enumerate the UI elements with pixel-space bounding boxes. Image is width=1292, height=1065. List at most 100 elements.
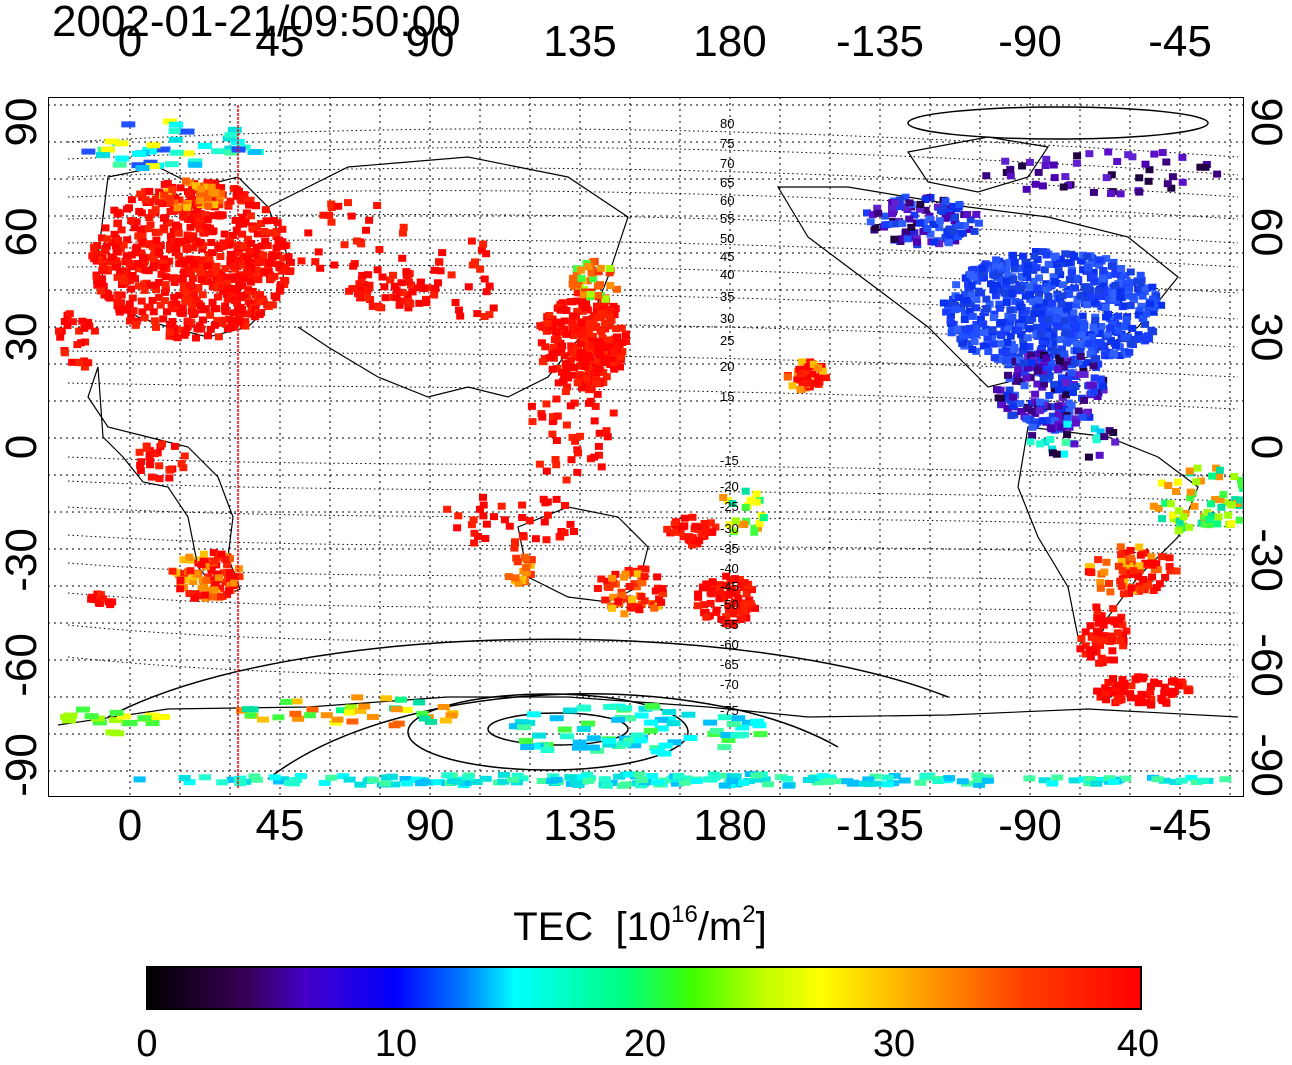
tec-pixel bbox=[1104, 149, 1112, 156]
tec-pixel bbox=[1117, 190, 1125, 197]
tec-pixel bbox=[208, 594, 216, 601]
tec-pixel bbox=[177, 184, 185, 191]
tec-pixel bbox=[1023, 186, 1031, 193]
tec-pixel bbox=[737, 780, 749, 786]
tec-pixel bbox=[552, 456, 560, 463]
tec-pixel bbox=[642, 566, 650, 573]
tec-pixel bbox=[184, 318, 192, 325]
lon-tick-top: 90 bbox=[406, 20, 455, 64]
tec-pixel bbox=[1042, 355, 1050, 362]
tec-pixel bbox=[247, 212, 255, 219]
tec-pixel bbox=[1020, 343, 1028, 350]
tec-pixel bbox=[207, 326, 215, 333]
tec-pixel bbox=[197, 186, 205, 193]
tec-pixel bbox=[1114, 313, 1122, 320]
tec-pixel bbox=[114, 237, 122, 244]
tec-pixel bbox=[1024, 334, 1032, 341]
tec-pixel bbox=[1099, 267, 1107, 274]
tec-pixel bbox=[1052, 253, 1060, 260]
tec-pixel bbox=[1142, 161, 1150, 168]
tec-pixel bbox=[319, 212, 327, 219]
tec-pixel bbox=[448, 271, 456, 278]
tec-pixel bbox=[573, 740, 587, 746]
tec-pixel bbox=[438, 249, 446, 256]
tec-pixel bbox=[659, 743, 673, 749]
tec-pixel bbox=[1097, 585, 1105, 592]
tec-pixel bbox=[1159, 697, 1167, 704]
tec-pixel bbox=[363, 287, 371, 294]
tec-pixel bbox=[115, 140, 129, 146]
tec-pixel bbox=[1009, 276, 1017, 283]
tec-pixel bbox=[139, 255, 147, 262]
tec-pixel bbox=[56, 334, 64, 341]
tec-pixel bbox=[1121, 334, 1129, 341]
tec-pixel bbox=[235, 242, 243, 249]
tec-pixel bbox=[1042, 162, 1050, 169]
tec-pixel bbox=[218, 283, 226, 290]
tec-pixel bbox=[84, 319, 92, 326]
tec-pixel bbox=[196, 239, 204, 246]
tec-pixel bbox=[979, 320, 987, 327]
tec-pixel bbox=[657, 599, 665, 606]
tec-pixel bbox=[1202, 164, 1210, 171]
tec-pixel bbox=[172, 222, 180, 229]
tec-pixel bbox=[1011, 259, 1019, 266]
tec-pixel bbox=[208, 188, 216, 195]
tec-pixel bbox=[549, 366, 557, 373]
tec-pixel bbox=[367, 714, 379, 720]
tec-pixel bbox=[152, 282, 160, 289]
tec-pixel bbox=[256, 291, 264, 298]
tec-pixel bbox=[982, 305, 990, 312]
tec-pixel bbox=[617, 741, 631, 747]
tec-pixel bbox=[1228, 501, 1236, 508]
tec-pixel bbox=[177, 577, 185, 584]
tec-pixel bbox=[1014, 327, 1022, 334]
tec-pixel bbox=[1117, 551, 1125, 558]
tec-pixel bbox=[1030, 253, 1038, 260]
tec-pixel bbox=[374, 266, 382, 273]
mlat-label: 25 bbox=[720, 333, 734, 348]
tec-pixel bbox=[1191, 503, 1199, 510]
tec-pixel bbox=[553, 349, 561, 356]
tec-pixel bbox=[375, 304, 383, 311]
lon-tick-top: -45 bbox=[1148, 20, 1212, 64]
tec-pixel bbox=[87, 596, 95, 603]
tec-pixel bbox=[112, 264, 120, 271]
tec-pixel bbox=[281, 277, 289, 284]
tec-pixel bbox=[553, 437, 561, 444]
tec-pixel bbox=[968, 346, 976, 353]
tec-pixel bbox=[1164, 180, 1172, 187]
tec-pixel bbox=[726, 778, 738, 784]
tec-pixel bbox=[468, 238, 476, 245]
tec-pixel bbox=[1036, 399, 1044, 406]
tec-pixel bbox=[1128, 325, 1136, 332]
tec-pixel bbox=[1085, 454, 1093, 461]
tec-pixel bbox=[182, 238, 190, 245]
tec-pixel bbox=[539, 358, 547, 365]
tec-pixel bbox=[709, 578, 717, 585]
tec-pixel bbox=[379, 274, 387, 281]
tec-pixel bbox=[145, 267, 153, 274]
tec-pixel bbox=[1032, 181, 1040, 188]
tec-pixel bbox=[541, 519, 549, 526]
tec-pixel bbox=[538, 414, 546, 421]
tec-pixel bbox=[582, 778, 594, 784]
tec-pixel bbox=[596, 281, 604, 288]
mlat-label: 65 bbox=[720, 175, 734, 190]
tec-pixel bbox=[517, 724, 531, 730]
tec-pixel bbox=[187, 224, 195, 231]
tec-pixel bbox=[891, 200, 899, 207]
tec-pixel bbox=[170, 150, 184, 156]
tec-pixel bbox=[577, 705, 591, 711]
tec-pixel bbox=[122, 720, 136, 726]
tec-pixel bbox=[144, 304, 152, 311]
tec-pixel bbox=[108, 254, 116, 261]
tec-pixel bbox=[452, 299, 460, 306]
tec-pixel bbox=[586, 745, 600, 751]
tec-pixel bbox=[694, 602, 702, 609]
mlat-label: -20 bbox=[720, 479, 739, 494]
tec-pixel bbox=[789, 382, 797, 389]
tec-pixel bbox=[731, 733, 745, 739]
mlat-label: -30 bbox=[720, 521, 739, 536]
tec-pixel bbox=[992, 256, 1000, 263]
